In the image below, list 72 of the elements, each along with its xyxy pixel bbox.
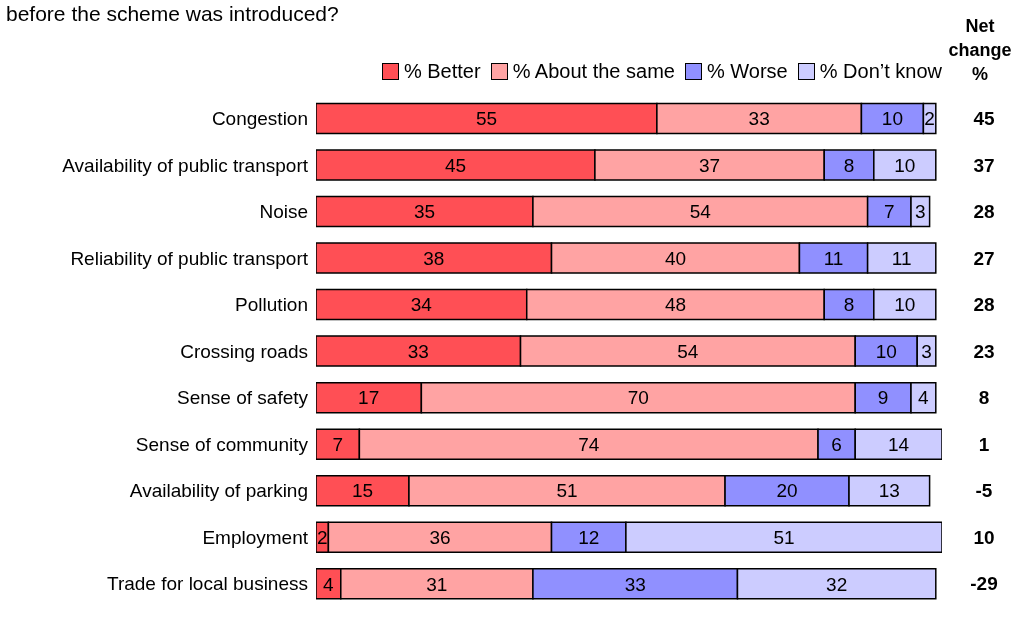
- data-label: 14: [888, 433, 910, 455]
- y-tick-label: Availability of parking: [129, 480, 308, 502]
- data-label: 6: [831, 433, 842, 455]
- y-tick-label: Congestion: [211, 108, 308, 130]
- legend-label: % Worse: [705, 60, 788, 83]
- data-label: 7: [884, 201, 895, 223]
- y-tick-label: Crossing roads: [180, 340, 308, 362]
- data-label: 54: [689, 201, 712, 223]
- y-tick-label: Sense of community: [135, 433, 309, 455]
- y-tick-label: Pollution: [235, 294, 308, 316]
- y-tick-label: Noise: [259, 201, 308, 223]
- legend-label: % About the same: [511, 60, 675, 83]
- data-label: 2: [316, 527, 328, 549]
- data-label: 32: [826, 573, 848, 595]
- data-label: 8: [843, 154, 855, 176]
- text: 1: [978, 433, 990, 455]
- text: -29: [970, 573, 998, 595]
- data-label: 17: [358, 387, 380, 409]
- data-label: 12: [578, 527, 600, 549]
- data-label: 70: [627, 387, 649, 409]
- data-label: 55: [475, 108, 498, 130]
- data-label: 48: [664, 294, 687, 316]
- data-label: 33: [624, 573, 646, 595]
- data-label: 11: [823, 247, 844, 269]
- data-label: 38: [423, 247, 445, 269]
- data-label: 74: [578, 433, 600, 455]
- data-label: 35: [413, 201, 436, 223]
- data-label: 13: [878, 480, 900, 502]
- text: 10: [973, 526, 995, 548]
- data-label: 2: [924, 108, 935, 130]
- data-label: 10: [894, 154, 916, 176]
- legend-label: % Better: [402, 60, 481, 83]
- data-label: 3: [921, 340, 932, 362]
- text: 23: [973, 340, 995, 362]
- data-label: 10: [881, 108, 903, 130]
- data-label: 33: [748, 108, 770, 130]
- text: 8: [978, 387, 990, 409]
- data-label: 11: [891, 247, 912, 269]
- data-label: 10: [894, 294, 916, 316]
- text: 28: [973, 294, 995, 316]
- data-label: 4: [918, 387, 930, 409]
- text: 28: [973, 201, 995, 223]
- data-label: 36: [429, 527, 451, 549]
- data-label: 40: [664, 247, 687, 269]
- data-label: 54: [677, 340, 699, 362]
- legend-label: % Don’t know: [818, 60, 942, 83]
- text: 37: [973, 154, 995, 176]
- data-label: 9: [877, 387, 889, 409]
- text: 27: [973, 247, 995, 269]
- data-label: 31: [426, 573, 448, 595]
- text: -5: [975, 480, 993, 502]
- chart-title: before the scheme was introduced?: [6, 2, 339, 26]
- data-label: 3: [915, 201, 926, 223]
- data-label: 20: [776, 480, 798, 502]
- data-label: 4: [323, 573, 335, 595]
- data-label: 8: [843, 294, 855, 316]
- y-tick-label: Sense of safety: [177, 387, 309, 409]
- data-label: 34: [410, 294, 433, 316]
- y-tick-label: Trade for local business: [106, 573, 308, 595]
- data-label: 51: [773, 527, 795, 549]
- text: 45: [973, 108, 995, 130]
- y-tick-label: Employment: [202, 526, 309, 548]
- data-label: 37: [699, 154, 721, 176]
- data-label: 33: [407, 340, 429, 362]
- data-label: 15: [351, 480, 374, 502]
- data-label: 10: [875, 340, 897, 362]
- data-label: 51: [556, 480, 578, 502]
- y-tick-label: Reliability of public transport: [70, 247, 309, 269]
- y-tick-label: Availability of public transport: [62, 154, 309, 176]
- data-label: 7: [332, 433, 343, 455]
- data-label: 45: [444, 154, 467, 176]
- text: Net change %: [947, 15, 1013, 86]
